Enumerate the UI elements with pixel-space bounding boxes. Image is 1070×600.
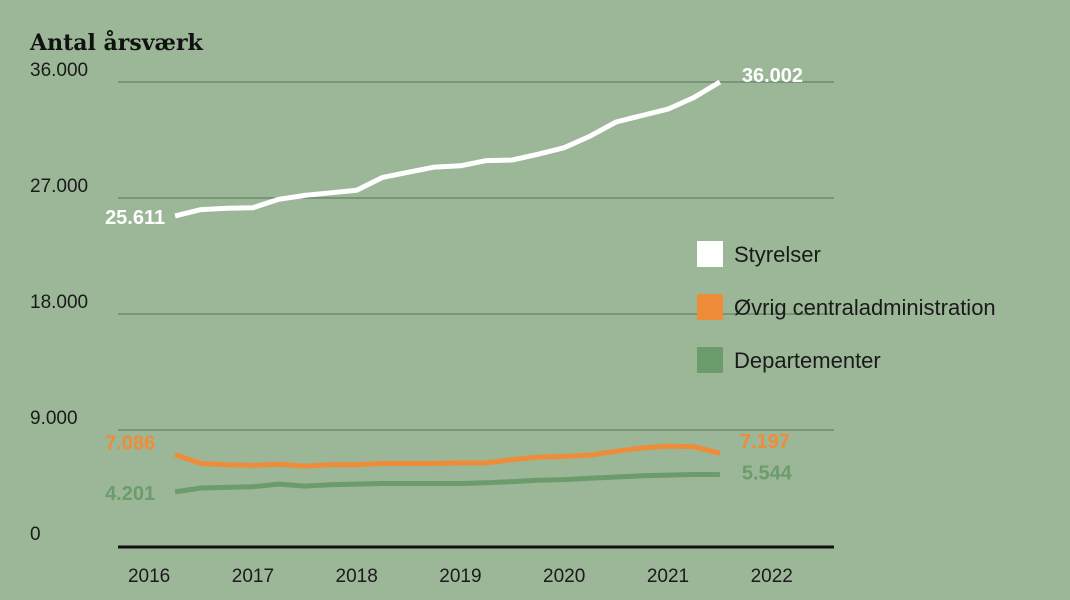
series-line-2 xyxy=(174,472,720,495)
legend-swatch xyxy=(697,241,723,267)
x-tick-label: 2020 xyxy=(543,566,585,587)
gridlines xyxy=(118,81,834,431)
x-axis-ticks: 2016 2017 2018 2019 2020 2021 2022 xyxy=(128,566,793,587)
series-line-0 xyxy=(174,79,722,219)
x-tick-label: 2017 xyxy=(232,566,274,587)
data-labels: 25.611 36.002 7.086 7.197 4.201 5.544 xyxy=(105,65,803,505)
series-line-1 xyxy=(174,443,721,469)
y-tick-label: 18.000 xyxy=(30,292,88,313)
legend-label: Øvrig centraladministration xyxy=(734,295,996,320)
legend-swatch xyxy=(697,294,723,320)
x-tick-label: 2019 xyxy=(439,566,481,587)
end-value-label: 5.544 xyxy=(742,463,793,485)
x-tick-label: 2021 xyxy=(647,566,689,587)
end-value-label: 36.002 xyxy=(742,65,803,87)
legend: Styrelser Øvrig centraladministration Depa… xyxy=(697,241,996,373)
chart-title: Antal årsværk xyxy=(29,30,204,56)
y-tick-label: 36.000 xyxy=(30,60,88,81)
start-value-label: 7.086 xyxy=(105,433,155,455)
legend-label: Styrelser xyxy=(734,242,821,267)
y-tick-label: 27.000 xyxy=(30,176,88,197)
y-axis-ticks: 0 9.000 18.000 27.000 36.000 xyxy=(30,60,88,545)
end-value-label: 7.197 xyxy=(740,431,790,453)
legend-swatch xyxy=(697,347,723,373)
start-value-label: 25.611 xyxy=(105,207,165,229)
x-tick-label: 2022 xyxy=(751,566,793,587)
y-tick-label: 0 xyxy=(30,524,41,545)
y-tick-label: 9.000 xyxy=(30,408,78,429)
legend-label: Departementer xyxy=(734,348,881,373)
start-value-label: 4.201 xyxy=(105,483,155,505)
series-lines xyxy=(174,79,722,495)
x-tick-label: 2016 xyxy=(128,566,170,587)
x-tick-label: 2018 xyxy=(336,566,378,587)
